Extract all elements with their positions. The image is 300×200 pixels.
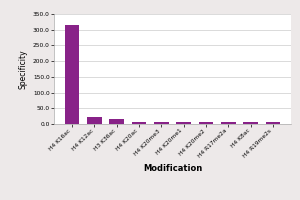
Bar — [221, 122, 236, 124]
Bar — [154, 122, 169, 124]
Bar — [87, 117, 102, 124]
Bar — [243, 122, 258, 124]
Bar — [132, 122, 146, 124]
Bar — [199, 122, 213, 124]
Bar — [65, 25, 79, 124]
Bar — [176, 122, 191, 124]
Bar — [110, 119, 124, 124]
Bar — [266, 122, 280, 124]
X-axis label: Modification: Modification — [143, 164, 202, 173]
Y-axis label: Specificity: Specificity — [18, 49, 27, 89]
